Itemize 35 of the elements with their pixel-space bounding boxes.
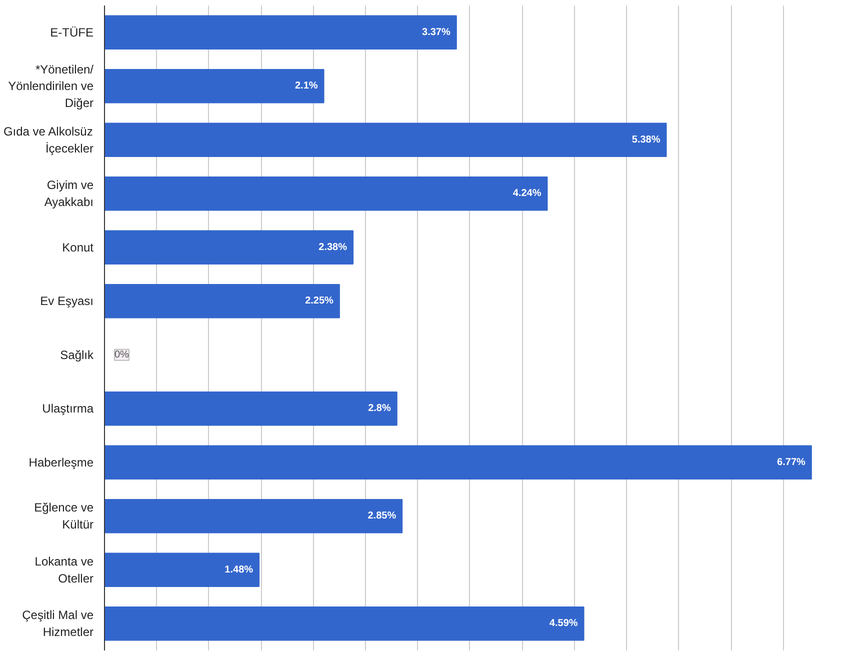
bar <box>104 230 354 265</box>
bar <box>104 498 403 534</box>
y-tick-label: *Yönetilen/ Yönlendirilen ve Diğer <box>8 62 94 110</box>
y-tick-label: Gıda ve Alkolsüz İçecekler <box>3 124 94 156</box>
data-label: 1.48% <box>224 564 254 576</box>
data-label: 0% <box>114 349 130 360</box>
data-label: 2.1% <box>294 80 318 92</box>
data-label: 2.25% <box>305 296 334 307</box>
y-tick-label: Lokanta ve Oteller <box>34 554 94 586</box>
data-label: 2.85% <box>368 510 396 522</box>
y-tick-label: Haberleşme <box>28 455 94 470</box>
y-tick-label: Ulaştırma <box>42 402 94 416</box>
y-tick-label: Giyim ve Ayakkabı <box>44 178 94 210</box>
bar <box>104 284 340 318</box>
data-label: 4.24% <box>512 188 542 200</box>
data-label: 2.38% <box>318 242 348 253</box>
bar <box>104 552 260 588</box>
bar <box>104 606 584 641</box>
y-tick-label: Çeşitli Mal ve Hizmetler <box>22 608 94 640</box>
y-tick-label: Eğlence ve Kültür <box>34 500 94 532</box>
bar <box>104 122 667 158</box>
data-label: 5.38% <box>632 134 660 146</box>
data-label: 2.8% <box>368 403 391 414</box>
bar <box>104 176 548 211</box>
y-tick-label: Ev Eşyası <box>40 294 94 308</box>
bar <box>104 391 398 426</box>
data-label: 3.37% <box>422 26 450 38</box>
data-label: 4.59% <box>549 618 578 630</box>
data-label: 6.77% <box>777 456 806 468</box>
y-tick-label: Sağlık <box>60 348 94 362</box>
y-tick-label: E-TÜFE <box>50 25 94 40</box>
bar <box>104 445 812 480</box>
bar <box>104 15 457 50</box>
bar <box>104 68 324 104</box>
y-tick-label: Konut <box>62 240 94 254</box>
